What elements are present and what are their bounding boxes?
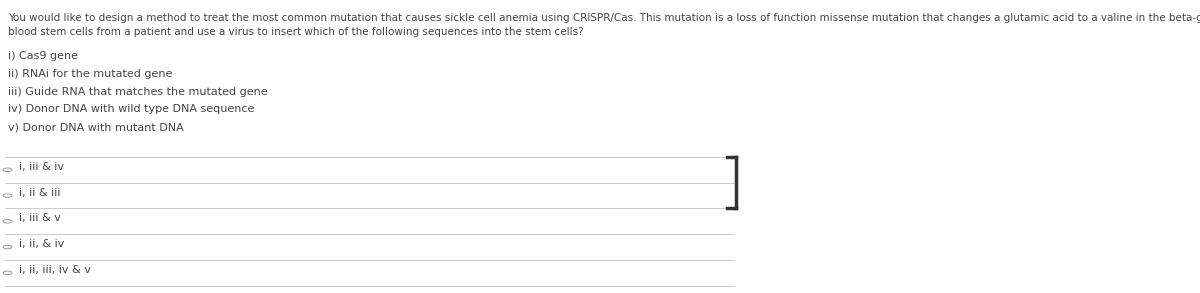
Text: i, ii, iii, iv & v: i, ii, iii, iv & v: [19, 265, 90, 275]
Text: You would like to design a method to treat the most common mutation that causes : You would like to design a method to tre…: [7, 13, 1200, 23]
Text: i, iii & v: i, iii & v: [19, 213, 60, 223]
Text: iii) Guide RNA that matches the mutated gene: iii) Guide RNA that matches the mutated …: [7, 86, 268, 97]
Text: ii) RNAi for the mutated gene: ii) RNAi for the mutated gene: [7, 69, 172, 79]
Text: i, ii, & iv: i, ii, & iv: [19, 239, 64, 249]
Text: iv) Donor DNA with wild type DNA sequence: iv) Donor DNA with wild type DNA sequenc…: [7, 104, 254, 114]
Text: i, iii & iv: i, iii & iv: [19, 162, 64, 172]
Text: i, ii & iii: i, ii & iii: [19, 188, 60, 197]
Text: blood stem cells from a patient and use a virus to insert which of the following: blood stem cells from a patient and use …: [7, 27, 583, 37]
Text: i) Cas9 gene: i) Cas9 gene: [7, 51, 78, 61]
Text: v) Donor DNA with mutant DNA: v) Donor DNA with mutant DNA: [7, 122, 184, 132]
